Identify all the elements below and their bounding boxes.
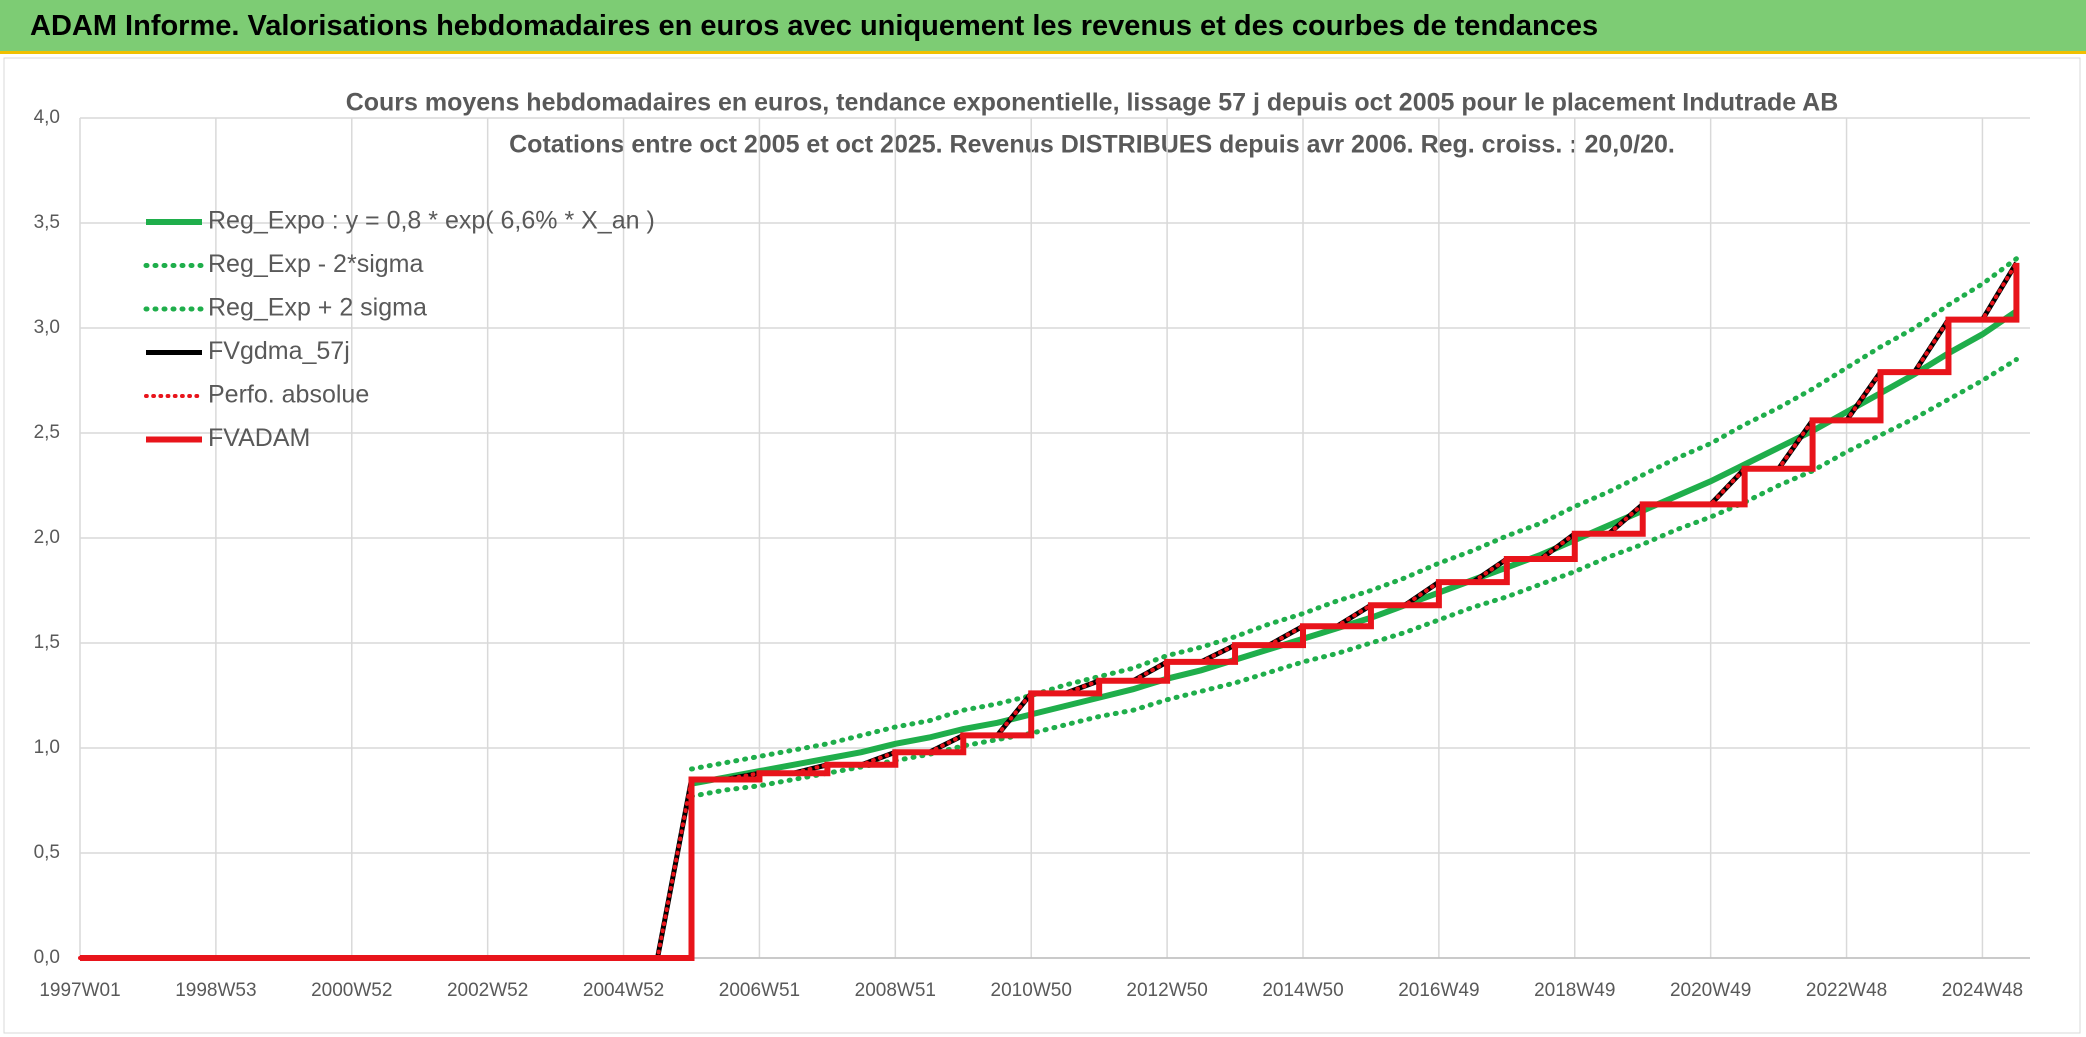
legend-label: Perfo. absolue [208, 381, 369, 409]
x-tick-label: 1997W01 [39, 980, 120, 1001]
chart: Cours moyens hebdomadaires en euros, ten… [3, 57, 2081, 1034]
x-tick-label: 2014W50 [1262, 980, 1343, 1001]
y-tick-label: 3,0 [34, 317, 60, 338]
x-tick-label: 2006W51 [719, 980, 800, 1001]
x-tick-label: 2004W52 [583, 980, 664, 1001]
x-tick-label: 2024W48 [1942, 980, 2023, 1001]
x-tick-label: 2000W52 [311, 980, 392, 1001]
y-tick-label: 2,5 [34, 422, 60, 443]
series-line [688, 256, 2019, 772]
y-tick-label: 1,0 [34, 737, 60, 758]
y-tick-label: 0,5 [34, 842, 60, 863]
y-tick-label: 4,0 [34, 107, 60, 128]
chart-subtitle: Cotations entre oct 2005 et oct 2025. Re… [509, 131, 1675, 159]
legend-label: FVgdma_57j [208, 337, 350, 365]
legend-label: FVADAM [208, 424, 310, 452]
x-tick-label: 2022W48 [1806, 980, 1887, 1001]
y-tick-label: 0,0 [34, 947, 60, 968]
series-line [688, 357, 2019, 799]
y-tick-label: 1,5 [34, 632, 60, 653]
x-tick-label: 2008W51 [855, 980, 936, 1001]
banner-title: ADAM Informe. Valorisations hebdomadaire… [30, 10, 1599, 42]
chart-title: Cours moyens hebdomadaires en euros, ten… [346, 89, 1839, 117]
legend-label: Reg_Exp + 2 sigma [208, 294, 427, 322]
grid [79, 117, 2030, 959]
x-tick-label: 2020W49 [1670, 980, 1751, 1001]
x-tick-label: 2002W52 [447, 980, 528, 1001]
y-tick-label: 2,0 [34, 527, 60, 548]
x-tick-label: 1998W53 [175, 980, 256, 1001]
legend-label: Reg_Exp - 2*sigma [208, 250, 423, 278]
series-line [80, 262, 2020, 961]
x-tick-label: 2012W50 [1126, 980, 1207, 1001]
series-line [690, 308, 2019, 787]
banner: ADAM Informe. Valorisations hebdomadaire… [0, 0, 2086, 54]
x-tick-label: 2016W49 [1398, 980, 1479, 1001]
x-tick-label: 2018W49 [1534, 980, 1615, 1001]
chart-frame [3, 57, 2081, 1034]
y-tick-label: 3,5 [34, 212, 60, 233]
x-tick-label: 2010W50 [991, 980, 1072, 1001]
legend-label: Reg_Expo : y = 0,8 * exp( 6,6% * X_an ) [208, 207, 655, 235]
